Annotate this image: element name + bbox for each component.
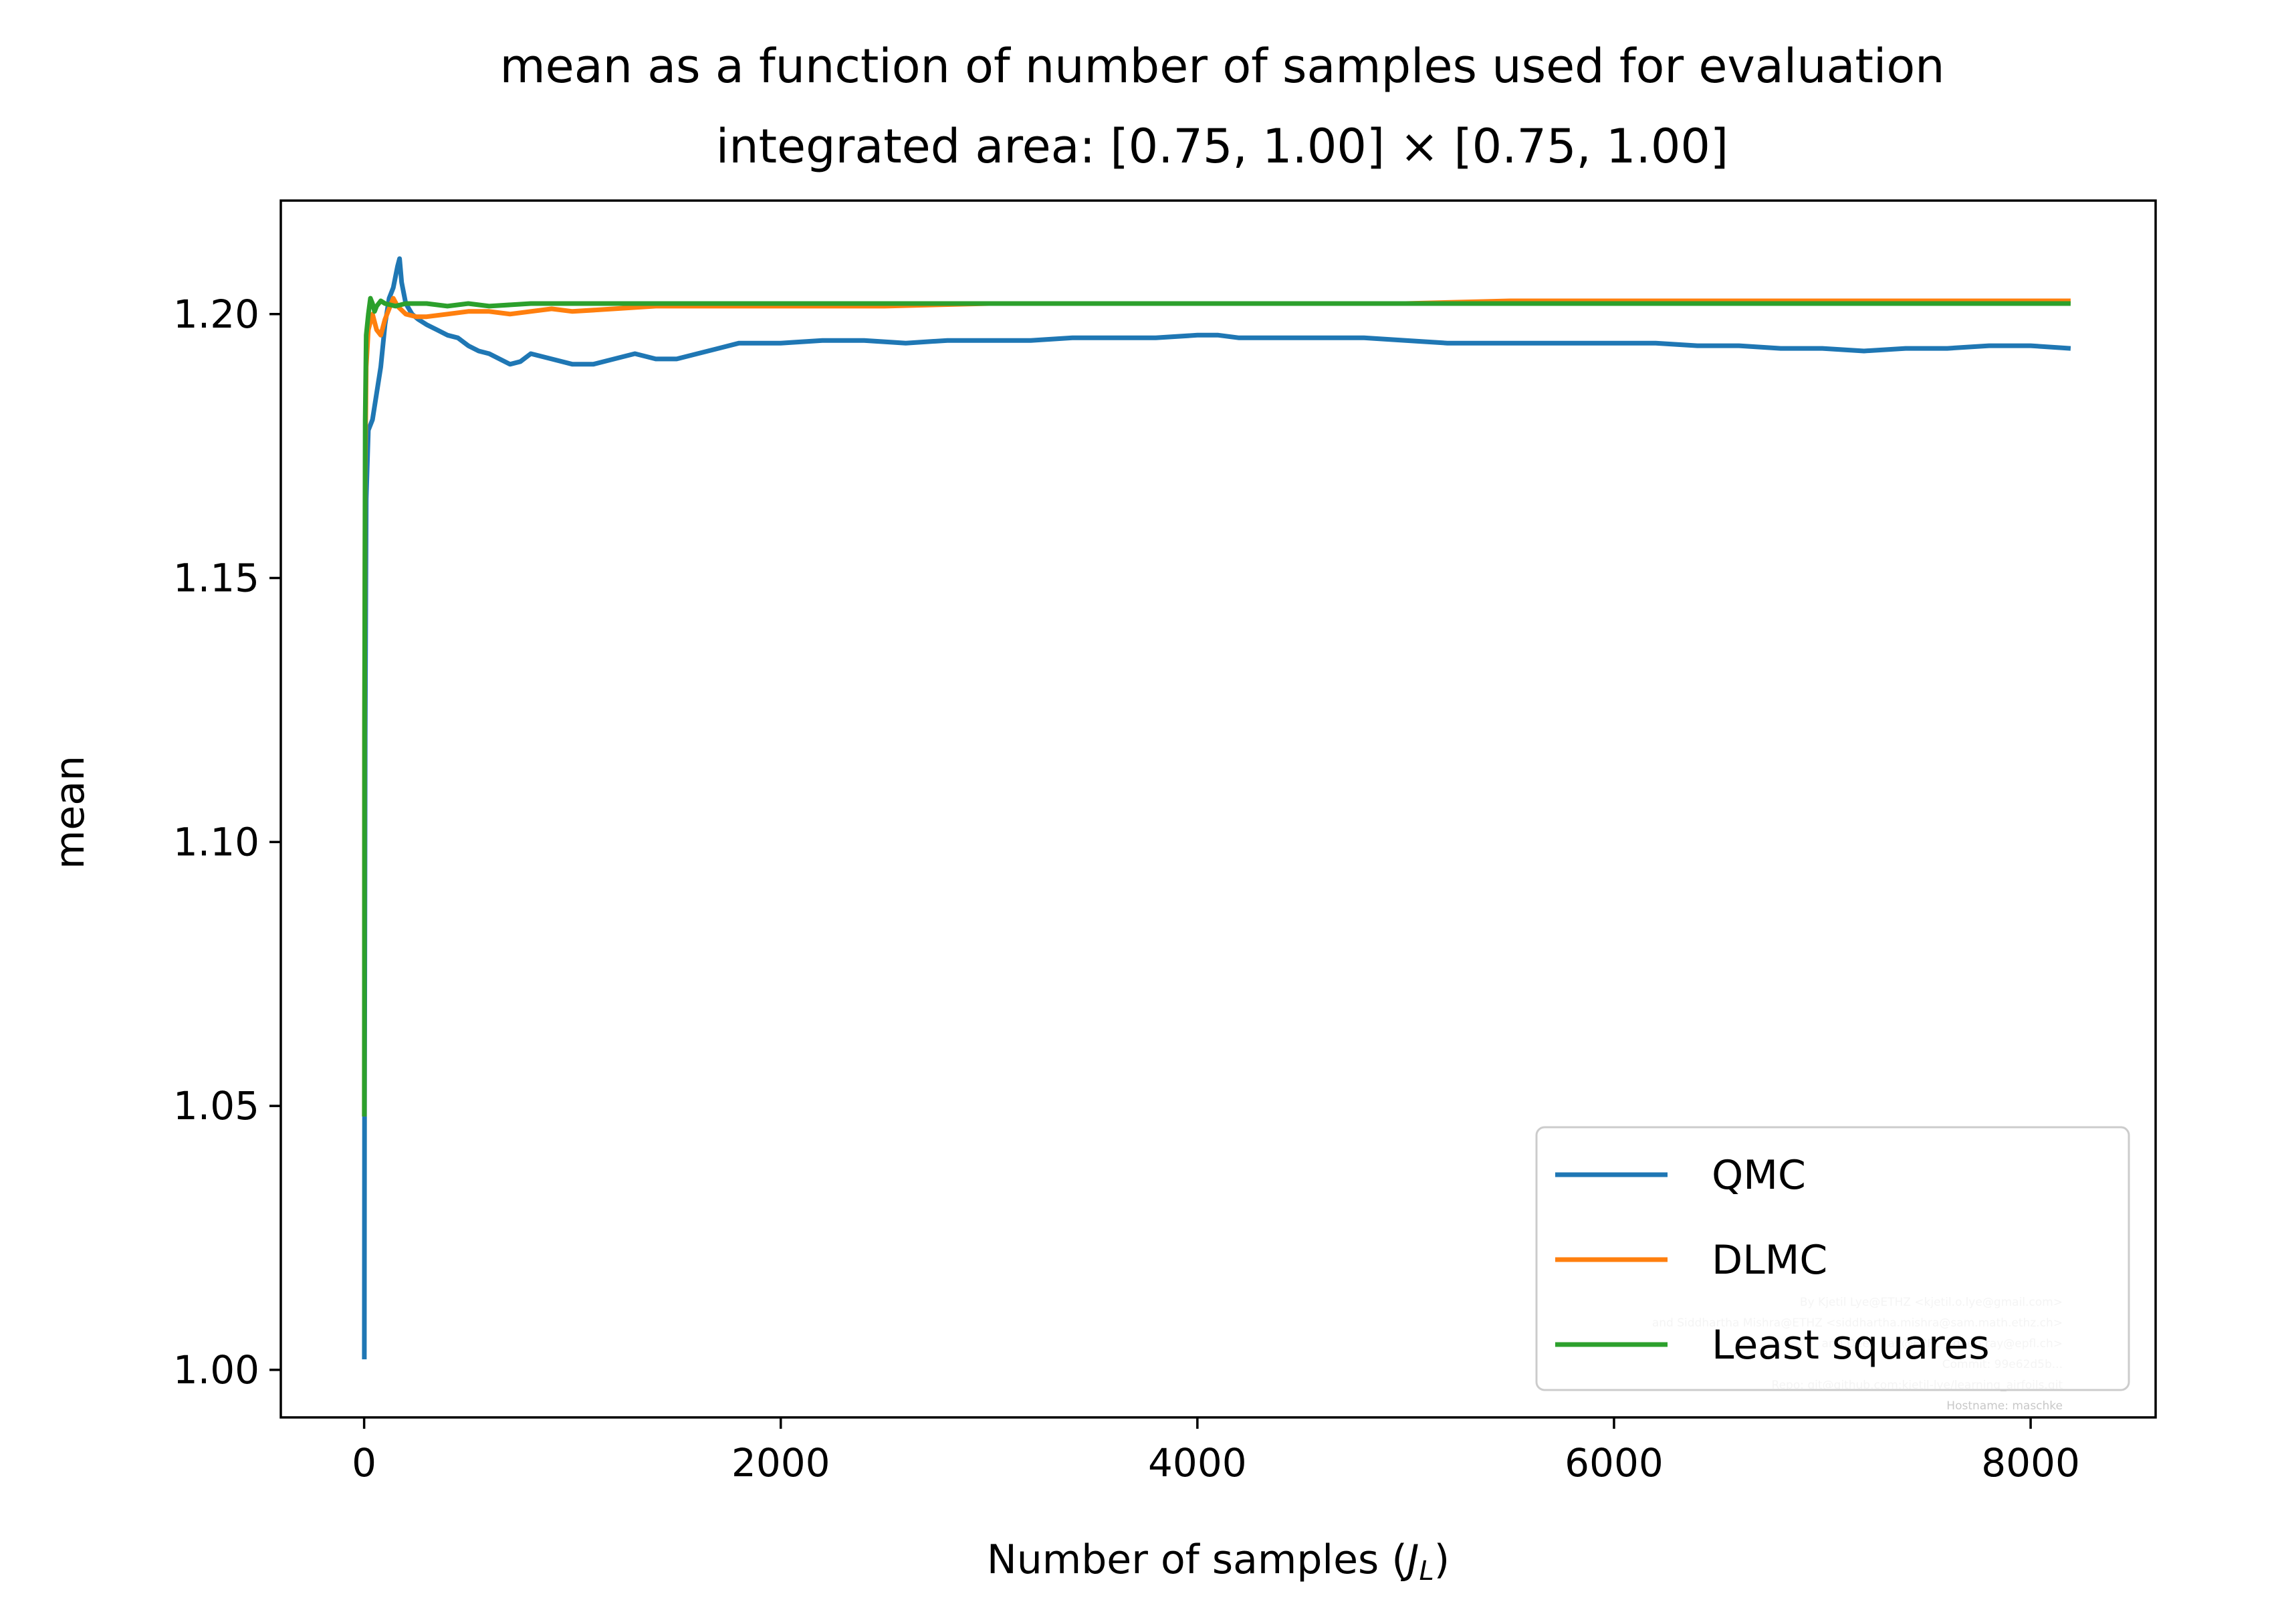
legend-label-least-squares: Least squares bbox=[1712, 1322, 1990, 1369]
chart-subtitle: integrated area: [0.75, 1.00] × [0.75, 1… bbox=[716, 119, 1728, 174]
y-tick-label: 1.00 bbox=[173, 1347, 259, 1393]
y-axis-ticks: 1.00 1.05 1.10 1.15 1.20 bbox=[173, 292, 281, 1393]
legend-label-dlmc: DLMC bbox=[1712, 1237, 1827, 1284]
legend: QMC DLMC Least squares bbox=[1535, 1126, 2130, 1391]
series-line-least-squares bbox=[362, 296, 2071, 1117]
series-line-qmc bbox=[362, 256, 2071, 1360]
x-tick-label: 0 bbox=[352, 1440, 376, 1486]
axes-frame bbox=[279, 199, 2157, 1419]
y-tick-label: 1.05 bbox=[173, 1083, 259, 1129]
watermark-line: Hostname: maschke bbox=[1946, 1399, 2063, 1413]
legend-label-qmc: QMC bbox=[1712, 1152, 1806, 1199]
x-axis-ticks: 0 2000 4000 6000 8000 bbox=[352, 1417, 2080, 1486]
x-tick-label: 6000 bbox=[1565, 1440, 1664, 1486]
y-tick-label: 1.20 bbox=[173, 292, 259, 337]
legend-box bbox=[1535, 1126, 2130, 1391]
series-layer bbox=[362, 256, 2071, 1360]
chart-title: mean as a function of number of samples … bbox=[499, 39, 1944, 94]
x-axis-label: Number of samples (JL) bbox=[987, 1536, 1450, 1587]
x-tick-label: 8000 bbox=[1981, 1440, 2080, 1486]
y-tick-label: 1.15 bbox=[173, 556, 259, 601]
y-axis-label: mean bbox=[47, 756, 94, 869]
x-tick-label: 2000 bbox=[731, 1440, 830, 1486]
y-tick-label: 1.10 bbox=[173, 819, 259, 864]
x-tick-label: 4000 bbox=[1148, 1440, 1247, 1486]
